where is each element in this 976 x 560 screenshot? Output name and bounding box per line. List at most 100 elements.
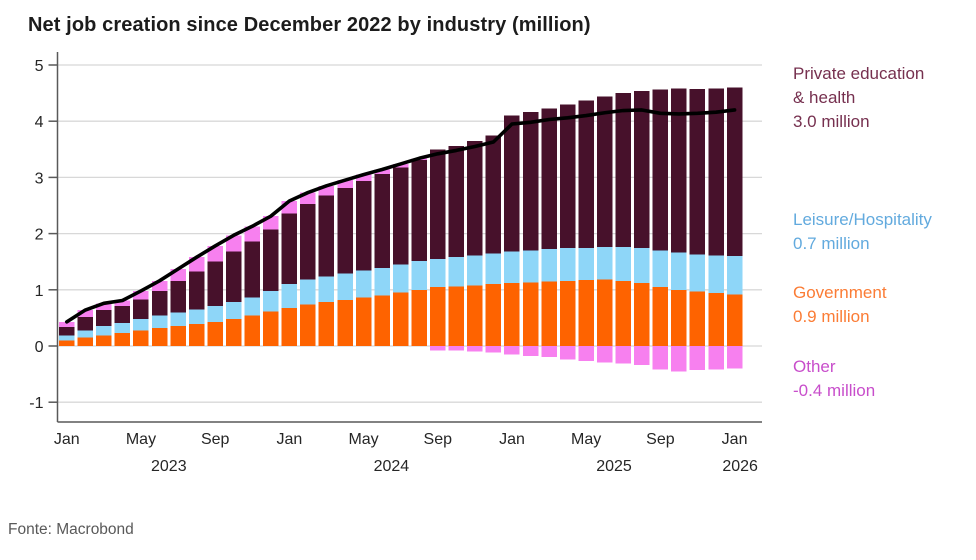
bar-segment-government-jan-2026 (726, 294, 743, 346)
ytick-label-1: 1 (35, 283, 44, 300)
year-label-2025: 2025 (596, 458, 632, 475)
legend-item-other: Other -0.4 million (793, 355, 973, 403)
bar-segment-private-education-health-jan-2025 (504, 115, 520, 252)
bar-segment-private-education-health-nov-2024 (467, 140, 483, 256)
bar-segment-government-jul-2025 (615, 280, 632, 346)
bar-segment-other-sep-2024 (430, 346, 446, 351)
year-label-2023: 2023 (151, 458, 187, 475)
legend-label-line1: Leisure/Hospitality (793, 210, 932, 229)
bar-segment-private-education-health-aug-2023 (188, 271, 205, 310)
bar-segment-other-oct-2024 (448, 346, 465, 351)
bar-segment-private-education-health-mar-2023 (96, 310, 112, 326)
ytick-label-2: 2 (35, 227, 44, 244)
bar-segment-leisure-hospitality-oct-2024 (448, 257, 465, 287)
bar-segment-government-dec-2024 (485, 284, 502, 346)
bar-segment-leisure-hospitality-may-2023 (133, 319, 149, 331)
bar-segment-leisure-hospitality-oct-2023 (225, 302, 242, 320)
bar-segment-leisure-hospitality-jul-2024 (392, 264, 409, 293)
bar-segment-other-feb-2024 (300, 192, 316, 204)
bar-segment-other-mar-2023 (96, 303, 112, 311)
bar-segment-other-jan-2026 (726, 346, 743, 369)
source-note: Fonte: Macrobond (8, 521, 134, 538)
bar-segment-leisure-hospitality-jul-2025 (615, 247, 632, 281)
bar-segment-other-dec-2025 (708, 346, 724, 370)
bar-segment-private-education-health-jan-2024 (281, 213, 298, 285)
ytick-label-5: 5 (35, 58, 44, 75)
bar-segment-leisure-hospitality-aug-2025 (634, 248, 650, 284)
bar-segment-leisure-hospitality-sep-2025 (652, 250, 669, 287)
bar-segment-private-education-health-jun-2024 (374, 174, 390, 268)
bar-segment-private-education-health-aug-2024 (411, 159, 427, 262)
bar-segment-private-education-health-dec-2023 (263, 229, 279, 291)
bar-segment-other-nov-2025 (689, 346, 706, 371)
bar-segment-private-education-health-mar-2024 (318, 195, 335, 277)
bar-segment-private-education-health-apr-2023 (114, 306, 131, 323)
bar-segment-private-education-health-dec-2025 (708, 88, 724, 256)
bar-segment-private-education-health-oct-2024 (448, 145, 465, 258)
bar-segment-other-jul-2025 (615, 346, 632, 364)
bar-segment-government-jun-2025 (596, 279, 613, 346)
bar-segment-leisure-hospitality-jan-2024 (281, 284, 298, 308)
bar-segment-government-dec-2023 (263, 311, 279, 346)
bar-segment-leisure-hospitality-jan-2025 (504, 251, 520, 284)
xtick-label-may-16: May (348, 431, 378, 448)
bar-segment-other-nov-2024 (467, 346, 483, 352)
bar-segment-other-sep-2025 (652, 346, 669, 370)
bar-segment-leisure-hospitality-apr-2025 (559, 248, 576, 281)
xtick-label-sep-20: Sep (424, 431, 453, 448)
bar-segment-leisure-hospitality-may-2025 (578, 248, 594, 281)
bar-segment-government-jun-2023 (151, 328, 168, 346)
bar-segment-leisure-hospitality-dec-2025 (708, 255, 724, 294)
legend-item-government: Government 0.9 million (793, 281, 973, 329)
bar-segment-government-nov-2023 (244, 315, 261, 346)
bar-segment-private-education-health-sep-2025 (652, 89, 669, 251)
xtick-label-may-4: May (126, 431, 156, 448)
bar-segment-other-mar-2024 (318, 185, 335, 196)
ytick-label--1: -1 (29, 395, 43, 412)
bar-segment-other-jan-2025 (504, 346, 520, 355)
bar-segment-private-education-health-jul-2023 (170, 280, 186, 313)
stacked-bar-chart-canvas: -1 0 1 2 3 4 5 Jan May Sep Jan May Sep Jan May Sep Jan 20… (29, 52, 762, 475)
bar-segment-government-feb-2023 (77, 337, 94, 346)
bar-segment-other-mar-2025 (541, 346, 557, 358)
bar-segment-government-aug-2024 (411, 289, 427, 346)
bar-segment-leisure-hospitality-nov-2025 (689, 254, 706, 292)
bar-segment-government-jan-2025 (504, 283, 520, 346)
bar-segment-other-apr-2024 (337, 180, 353, 189)
legend-label-line1: Government (793, 283, 887, 302)
bar-segment-government-apr-2023 (114, 333, 131, 346)
chart-title: Net job creation since December 2022 by … (28, 14, 591, 36)
bar-segment-private-education-health-dec-2024 (485, 135, 502, 254)
xtick-label-sep-8: Sep (201, 431, 230, 448)
total-line (64, 108, 737, 324)
xtick-label-may-28: May (571, 431, 601, 448)
bar-segment-private-education-health-nov-2025 (689, 89, 706, 255)
ytick-label-4: 4 (35, 114, 44, 131)
legend-value: 3.0 million (793, 112, 870, 131)
bar-segment-leisure-hospitality-sep-2024 (430, 258, 446, 287)
bar-segment-government-sep-2023 (207, 321, 223, 346)
year-label-2026: 2026 (722, 458, 758, 475)
legend-value: 0.7 million (793, 234, 870, 253)
bar-segment-other-aug-2025 (634, 346, 650, 366)
bar-segment-private-education-health-apr-2024 (337, 188, 353, 274)
bar-segment-government-oct-2024 (448, 286, 465, 346)
bar-segment-private-education-health-apr-2025 (559, 104, 576, 249)
bar-segment-private-education-health-oct-2023 (225, 251, 242, 303)
bar-segment-government-nov-2024 (467, 285, 483, 346)
bar-segment-private-education-health-jun-2025 (596, 96, 613, 248)
bar-segment-government-feb-2024 (300, 304, 316, 346)
bar-segment-private-education-health-sep-2023 (207, 261, 223, 307)
bar-segment-private-education-health-feb-2025 (522, 112, 539, 251)
xtick-label-jan-24: Jan (499, 431, 525, 448)
bar-segment-leisure-hospitality-apr-2023 (114, 322, 131, 334)
xtick-label-sep-32: Sep (646, 431, 675, 448)
bar-segment-private-education-health-nov-2023 (244, 241, 261, 298)
bar-segment-leisure-hospitality-feb-2024 (300, 279, 316, 305)
bar-segment-other-apr-2023 (114, 300, 131, 307)
bar-segment-leisure-hospitality-nov-2024 (467, 255, 483, 286)
bar-segment-other-apr-2025 (559, 346, 576, 360)
bar-segment-private-education-health-jul-2025 (615, 93, 632, 248)
bar-segment-leisure-hospitality-jun-2025 (596, 247, 613, 280)
